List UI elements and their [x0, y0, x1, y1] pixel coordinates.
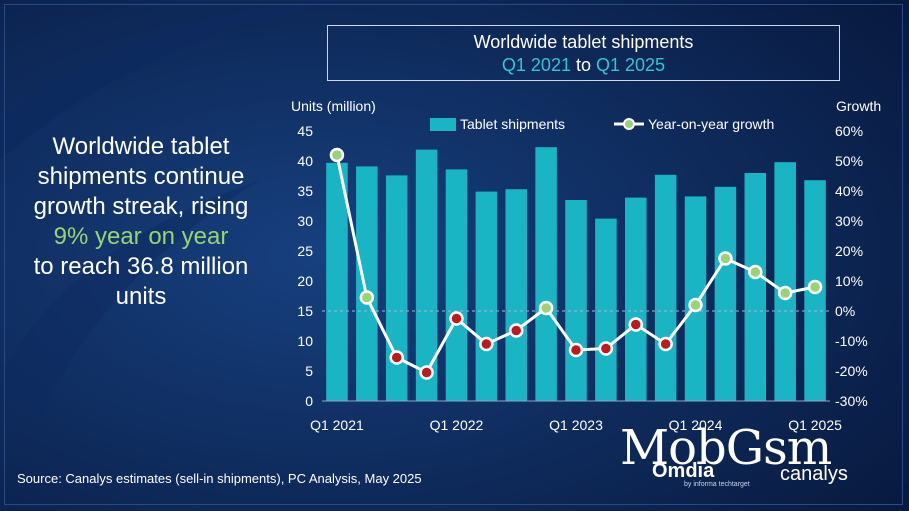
bar	[356, 166, 378, 401]
x-tick-label: Q1 2021	[310, 417, 364, 433]
bar	[385, 175, 408, 401]
subtitle-to-word: to	[575, 55, 591, 75]
headline-highlight: 9% year on year	[53, 223, 229, 250]
growth-point	[508, 323, 524, 338]
bar	[654, 174, 677, 401]
bar	[326, 162, 348, 401]
y2-tick-label: 10%	[835, 273, 863, 289]
subtitle-to: Q1 2025	[596, 55, 666, 75]
x-tick-label: Q1 2025	[788, 417, 842, 433]
chart-title: Worldwide tablet shipments	[473, 32, 694, 52]
bar	[744, 173, 767, 401]
bar	[774, 162, 796, 401]
growth-point	[568, 342, 584, 358]
omdia-logo-text: Omdia	[652, 460, 715, 482]
y2-tick-label: -30%	[835, 393, 868, 409]
x-tick-label: Q1 2023	[549, 417, 603, 433]
x-tick-label: Q1 2024	[669, 417, 723, 433]
y-tick-label: 30	[297, 213, 313, 229]
y-tick-label: 35	[297, 183, 313, 199]
bar	[714, 186, 737, 401]
growth-point	[598, 341, 614, 356]
growth-point	[628, 317, 644, 332]
growth-point	[419, 365, 434, 380]
y-tick-label: 45	[297, 123, 313, 139]
outer-frame	[4, 4, 903, 505]
omdia-logo: Omdia by informa techtarget	[652, 460, 750, 488]
bar	[415, 149, 438, 401]
bar	[505, 189, 527, 401]
y-tick-label: 15	[297, 303, 313, 319]
source-note: Source: Canalys estimates (sell-in shipm…	[17, 471, 422, 486]
headline-text: Worldwide tablet shipments continue grow…	[10, 132, 272, 312]
bar	[565, 200, 587, 401]
y-tick-label: 25	[297, 243, 313, 259]
y-tick-label: 20	[297, 273, 313, 289]
subtitle-from: Q1 2021	[501, 55, 571, 75]
legend-bar-label: Tablet shipments	[460, 116, 565, 132]
y2-tick-label: -10%	[835, 333, 868, 349]
growth-point	[389, 350, 404, 365]
y2-tick-label: -20%	[835, 363, 868, 379]
growth-point	[718, 251, 733, 266]
growth-point	[658, 336, 673, 352]
omdia-logo-sub: by informa techtarget	[684, 481, 750, 488]
legend-line-marker	[623, 118, 635, 130]
y-tick-label: 40	[297, 153, 313, 169]
y-axis-title: Units (million)	[291, 98, 376, 114]
chart-title-box: Worldwide tablet shipments Q1 2021 to Q1…	[327, 25, 840, 81]
y-tick-label: 5	[305, 363, 313, 379]
growth-point	[688, 297, 703, 313]
y-tick-label: 0	[305, 393, 313, 409]
growth-point	[807, 279, 823, 295]
y2-tick-label: 60%	[835, 123, 863, 139]
growth-point	[359, 290, 375, 305]
canalys-logo: canalys	[780, 463, 848, 485]
y2-tick-label: 20%	[835, 243, 863, 259]
growth-point	[748, 264, 763, 280]
growth-point	[449, 311, 464, 326]
headline-part1: Worldwide tablet shipments continue grow…	[33, 133, 249, 220]
growth-point	[538, 300, 554, 316]
chart-subtitle: Q1 2021 to Q1 2025	[328, 55, 839, 76]
legend-bar-swatch	[430, 118, 456, 131]
bar	[625, 197, 647, 401]
y2-tick-label: 30%	[835, 213, 863, 229]
y-tick-label: 10	[297, 333, 313, 349]
y2-tick-label: 0%	[835, 303, 855, 319]
y2-tick-label: 40%	[835, 183, 863, 199]
growth-point	[329, 147, 345, 163]
y2-tick-label: 50%	[835, 153, 863, 169]
x-tick-label: Q1 2022	[430, 417, 484, 433]
watermark: MobGsm	[620, 420, 832, 476]
bar	[475, 191, 498, 401]
headline-part2: to reach 36.8 million units	[33, 253, 249, 310]
growth-point	[777, 285, 793, 301]
y2-axis-title: Growth	[836, 98, 881, 114]
bar	[535, 147, 557, 401]
growth-point	[479, 336, 494, 352]
bar	[595, 218, 617, 401]
legend-line-label: Year-on-year growth	[648, 116, 774, 132]
bar	[445, 169, 468, 401]
